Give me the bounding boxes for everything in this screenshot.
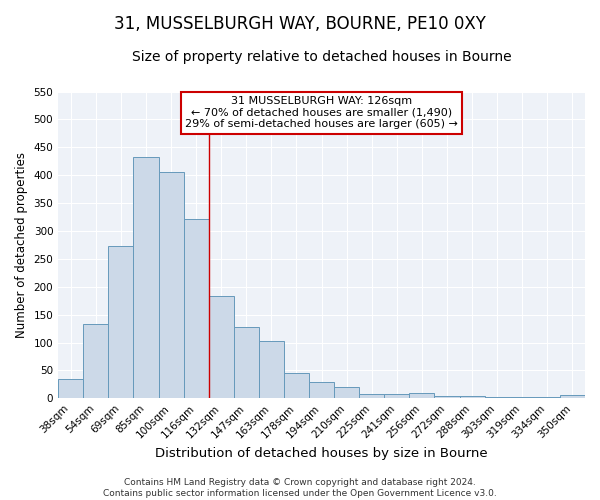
Title: Size of property relative to detached houses in Bourne: Size of property relative to detached ho… <box>132 50 511 64</box>
Bar <box>560 395 585 398</box>
Bar <box>409 394 434 398</box>
Bar <box>259 341 284 398</box>
Bar <box>83 324 109 398</box>
Bar <box>184 218 209 398</box>
Bar <box>284 373 309 398</box>
Bar <box>359 394 385 398</box>
Bar <box>309 382 334 398</box>
Bar <box>485 397 510 398</box>
Bar <box>158 172 184 398</box>
Bar <box>234 328 259 398</box>
Text: 31 MUSSELBURGH WAY: 126sqm
← 70% of detached houses are smaller (1,490)
29% of s: 31 MUSSELBURGH WAY: 126sqm ← 70% of deta… <box>185 96 458 130</box>
Text: Contains HM Land Registry data © Crown copyright and database right 2024.
Contai: Contains HM Land Registry data © Crown c… <box>103 478 497 498</box>
Bar <box>385 394 409 398</box>
Bar <box>434 396 460 398</box>
Bar <box>109 246 133 398</box>
Bar <box>334 387 359 398</box>
Bar <box>133 157 158 398</box>
Bar <box>535 397 560 398</box>
Bar <box>460 396 485 398</box>
Bar <box>510 397 535 398</box>
X-axis label: Distribution of detached houses by size in Bourne: Distribution of detached houses by size … <box>155 447 488 460</box>
Bar <box>209 296 234 399</box>
Text: 31, MUSSELBURGH WAY, BOURNE, PE10 0XY: 31, MUSSELBURGH WAY, BOURNE, PE10 0XY <box>114 15 486 33</box>
Y-axis label: Number of detached properties: Number of detached properties <box>15 152 28 338</box>
Bar <box>58 379 83 398</box>
